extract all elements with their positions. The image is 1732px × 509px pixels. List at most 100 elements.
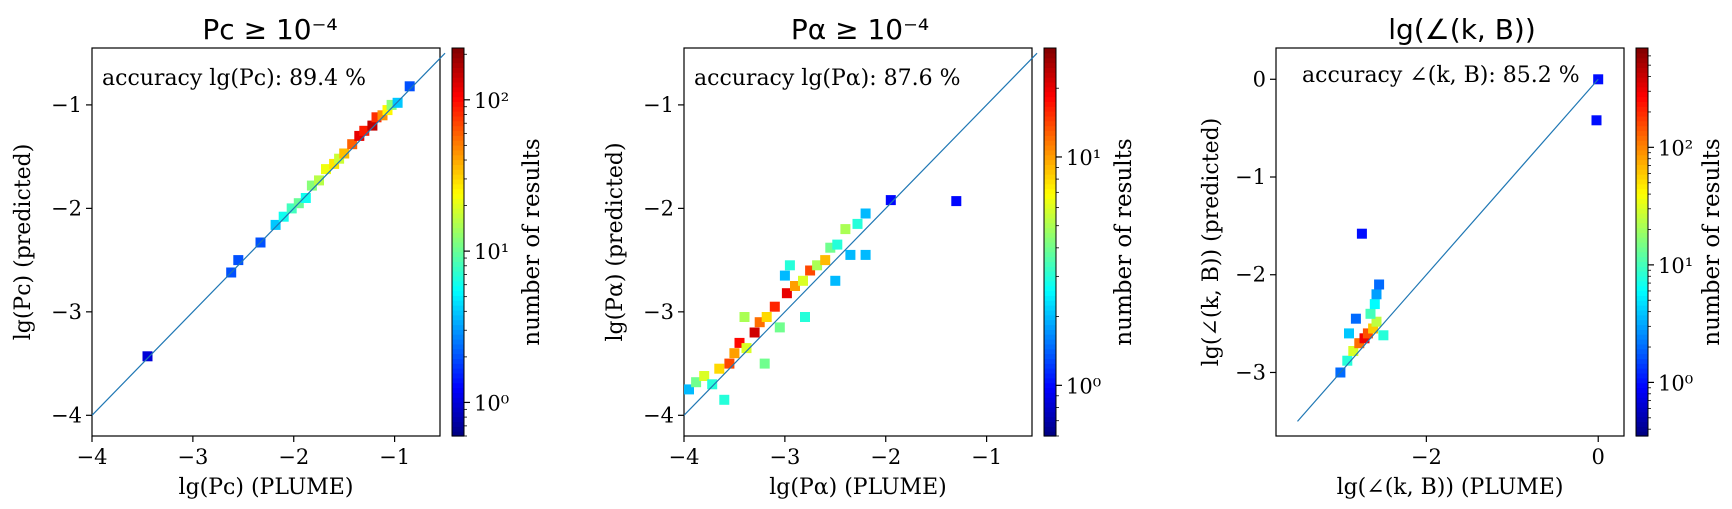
colorbar-segment — [1636, 271, 1648, 277]
heatmap-cell — [367, 120, 378, 131]
colorbar-segment — [1636, 290, 1648, 296]
colorbar-segment — [1636, 188, 1648, 195]
colorbar-segment — [1044, 271, 1056, 277]
colorbar-segment — [1636, 246, 1648, 253]
colorbar-segment — [452, 372, 464, 379]
y-tick-label: −3 — [51, 300, 82, 324]
accuracy-label: accuracy lg(Pᴄ): 89.4 % — [102, 66, 366, 91]
heatmap-cell — [233, 255, 244, 266]
colorbar-segment — [452, 145, 464, 151]
colorbar-segment — [1636, 329, 1648, 335]
colorbar-segment — [1636, 193, 1648, 199]
heatmap-cell — [840, 224, 851, 235]
x-tick-label: −4 — [669, 445, 700, 469]
colorbar-segment — [1636, 416, 1648, 423]
colorbar-segment — [452, 305, 464, 311]
heatmap-cell — [371, 112, 382, 123]
colorbar-segment — [452, 275, 464, 282]
y-tick-label: −3 — [1235, 360, 1266, 384]
colorbar-segment — [1636, 81, 1648, 88]
heatmap-cell — [729, 348, 740, 359]
colorbar-segment — [1636, 348, 1648, 355]
heatmap-cell — [1344, 328, 1354, 339]
colorbar-segment — [452, 406, 464, 413]
colorbar-segment — [452, 368, 464, 374]
colorbar-segment — [452, 217, 464, 224]
colorbar-segment — [452, 421, 464, 427]
colorbar-segment — [1044, 48, 1056, 54]
colorbar-segment — [1044, 203, 1056, 209]
x-tick-label: −2 — [1411, 445, 1442, 469]
colorbar-segment — [1044, 67, 1056, 73]
panel-title: lg(∠(k, B)) — [1388, 13, 1536, 46]
colorbar-segment — [1044, 377, 1056, 384]
colorbar-segment — [1044, 368, 1056, 374]
colorbar-frame — [1043, 47, 1057, 437]
colorbar-segment — [452, 246, 464, 253]
heatmap-cell — [734, 337, 745, 348]
y-axis-label: lg(∠(k, B)) (predicted) — [1199, 118, 1224, 367]
colorbar-segment — [1044, 232, 1056, 238]
colorbar-segment — [452, 314, 464, 321]
heatmap-cell — [386, 99, 397, 110]
y-tick-label: −4 — [51, 403, 82, 427]
heatmap-cell — [359, 125, 370, 136]
colorbar-segment — [1044, 300, 1056, 306]
colorbar-segment — [1636, 57, 1648, 64]
heatmap-cell — [741, 343, 752, 354]
colorbar-segment — [1044, 275, 1056, 282]
colorbar-segment — [452, 392, 464, 398]
colorbar-segment — [452, 411, 464, 418]
colorbar-segment — [1636, 334, 1648, 340]
panel-pc: Pᴄ ≥ 10⁻⁴ accuracy lg(Pᴄ): 89.4 % −4 −3 −2… — [11, 13, 545, 500]
colorbar-segment — [1636, 285, 1648, 292]
y-ticks: −4 −3 −2 −1 — [643, 93, 684, 427]
heatmap-cell — [354, 130, 365, 141]
colorbar-segment — [1044, 145, 1056, 151]
colorbar-segment — [452, 222, 464, 229]
colorbar-segment — [1636, 174, 1648, 180]
colorbar: 10⁰ 10¹ 10² — [1635, 47, 1693, 437]
heatmap-cell — [347, 139, 358, 150]
y-tick-label: −3 — [643, 300, 674, 324]
colorbar-segment — [452, 188, 464, 195]
colorbar-segment — [1636, 397, 1648, 403]
heatmap-cell — [784, 260, 795, 271]
colorbar-segment — [1636, 426, 1648, 432]
colorbar-segment — [1044, 237, 1056, 243]
heatmap-cell — [707, 379, 718, 390]
colorbar-segment — [1044, 266, 1056, 272]
colorbar-segment — [1044, 343, 1056, 350]
colorbar-segment — [1636, 319, 1648, 326]
colorbar-segment — [1044, 149, 1056, 156]
colorbar-segment — [1044, 411, 1056, 418]
colorbar-segment — [452, 57, 464, 64]
colorbar-segment — [452, 183, 464, 190]
colorbar-segment — [1044, 135, 1056, 141]
colorbar-segment — [1044, 314, 1056, 321]
colorbar-tick-label: 10¹ — [474, 240, 509, 264]
heatmap-cell — [286, 203, 297, 214]
y-tick-label: −1 — [1235, 165, 1266, 189]
colorbar-segment — [1636, 67, 1648, 73]
colorbar-segment — [1636, 154, 1648, 161]
heatmap-cell — [800, 312, 810, 322]
accuracy-label: accuracy lg(Pα): 87.6 % — [694, 66, 961, 91]
colorbar-segment — [1044, 319, 1056, 326]
colorbar-segment — [452, 62, 464, 68]
colorbar-segment — [452, 135, 464, 141]
x-tick-label: −1 — [379, 445, 410, 469]
colorbar-segment — [1044, 295, 1056, 301]
colorbar-segment — [1636, 52, 1648, 59]
colorbar-segment — [1044, 169, 1056, 175]
colorbar-segment — [452, 431, 464, 437]
colorbar-segment — [1636, 125, 1648, 132]
panel-title: Pα ≥ 10⁻⁴ — [791, 13, 929, 46]
identity-line — [1297, 78, 1599, 422]
colorbar-segment — [1044, 125, 1056, 132]
colorbar-segment — [452, 237, 464, 243]
heatmap-cell — [754, 317, 765, 328]
heatmap-cell — [719, 394, 730, 405]
colorbar-segment — [1044, 416, 1056, 423]
